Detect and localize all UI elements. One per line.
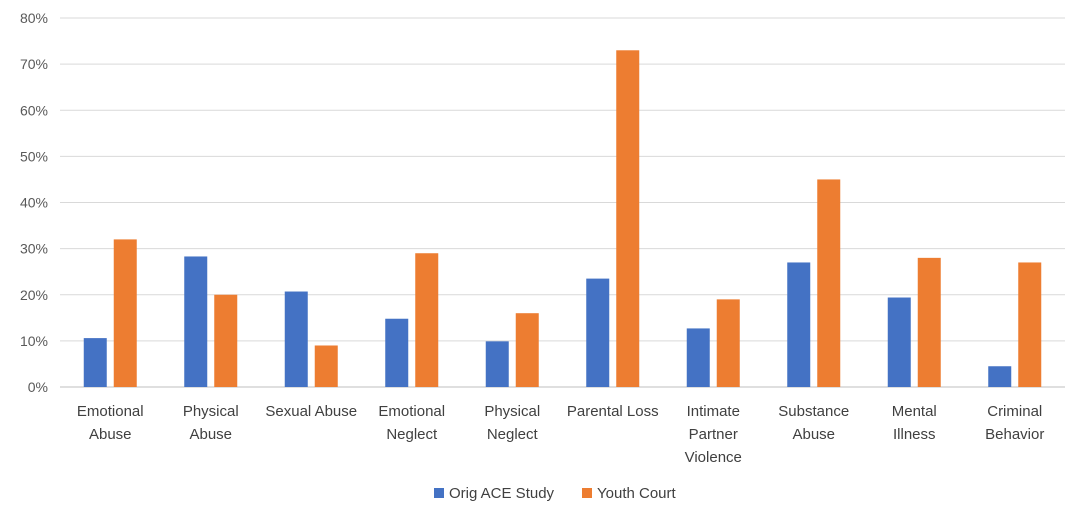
x-tick-label: Criminal <box>987 403 1042 420</box>
x-tick-label: Partner <box>689 426 738 443</box>
bar-youth-court <box>515 313 539 387</box>
bar-orig-ace-study <box>284 291 308 387</box>
bar-orig-ace-study <box>184 256 208 387</box>
x-tick-label: Physical <box>183 403 239 420</box>
x-tick-label: Abuse <box>189 426 232 443</box>
x-tick-label: Emotional <box>77 403 144 420</box>
x-tick-label: Mental <box>892 403 937 420</box>
y-tick-label: 30% <box>20 241 48 257</box>
bar-orig-ace-study <box>887 297 911 387</box>
legend-swatch <box>582 488 592 498</box>
bar-orig-ace-study <box>385 318 409 387</box>
bar-orig-ace-study <box>83 338 107 387</box>
bar-orig-ace-study <box>988 366 1012 387</box>
bar-youth-court <box>917 257 941 387</box>
bar-youth-court <box>214 294 238 387</box>
bar-orig-ace-study <box>787 262 811 387</box>
bar-orig-ace-study <box>485 341 509 387</box>
bars <box>83 50 1042 387</box>
x-axis-category-labels: Emotional Abuse Physical Abuse Sexual Abuse E… <box>77 403 1044 466</box>
legend-swatch <box>434 488 444 498</box>
bar-youth-court <box>1018 262 1042 387</box>
x-tick-label: Parental Loss <box>567 403 659 420</box>
x-tick-label: Violence <box>685 449 742 466</box>
y-tick-label: 10% <box>20 333 48 349</box>
x-tick-label: Physical <box>484 403 540 420</box>
x-tick-label: Intimate <box>687 403 740 420</box>
x-tick-label: Abuse <box>792 426 835 443</box>
y-tick-label: 50% <box>20 148 48 164</box>
gridlines <box>60 17 1065 388</box>
y-tick-label: 80% <box>20 10 48 26</box>
x-tick-label: Abuse <box>89 426 132 443</box>
bar-youth-court <box>314 345 338 387</box>
bar-youth-court <box>716 299 740 387</box>
y-tick-label: 0% <box>28 379 48 395</box>
bar-youth-court <box>817 179 841 387</box>
y-tick-label: 60% <box>20 102 48 118</box>
x-tick-label: Behavior <box>985 426 1044 443</box>
y-axis-tick-labels: 0% 10% 20% 30% 40% 50% 60% 70% 80% <box>20 10 48 395</box>
y-tick-label: 70% <box>20 56 48 72</box>
legend-label: Youth Court <box>597 485 677 502</box>
x-tick-label: Neglect <box>487 426 539 443</box>
bar-orig-ace-study <box>586 278 610 387</box>
legend-label: Orig ACE Study <box>449 485 555 502</box>
bar-youth-court <box>113 239 137 387</box>
x-tick-label: Substance <box>778 403 849 420</box>
x-tick-label: Sexual Abuse <box>265 403 357 420</box>
x-tick-label: Neglect <box>386 426 438 443</box>
bar-youth-court <box>616 50 640 387</box>
x-tick-label: Emotional <box>378 403 445 420</box>
y-tick-label: 40% <box>20 195 48 211</box>
x-tick-label: Illness <box>893 426 936 443</box>
bar-youth-court <box>415 253 439 387</box>
y-tick-label: 20% <box>20 287 48 303</box>
bar-orig-ace-study <box>686 328 710 387</box>
legend: Orig ACE Study Youth Court <box>434 485 677 502</box>
